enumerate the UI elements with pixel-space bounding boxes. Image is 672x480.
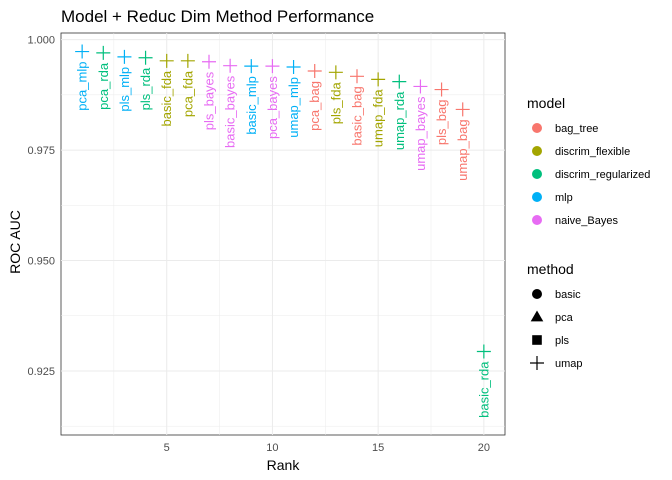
point-label-basic_bag: basic_bag [350,86,365,145]
point-label-umap_bag: umap_bag [455,119,470,180]
data-point-umap_bag [455,102,470,117]
y-tick-label: 1.000 [27,35,55,47]
legend-method-title: method [527,261,574,277]
point-label-pls_mlp: pls_mlp [117,67,132,112]
legend-key-discrim_regularized [532,169,542,179]
legend-key-basic [532,289,542,299]
data-point-pca_rda [96,45,111,60]
legend-key-discrim_flexible [532,146,542,156]
data-point-pls_rda [138,50,153,65]
x-tick-label: 15 [372,442,384,454]
x-axis-ticks: 5 10 15 20 [164,442,490,454]
data-point-basic_rda [476,344,491,359]
data-point-umap_mlp [286,60,301,75]
data-point-basic_bag [350,69,364,84]
legend-method: method basic pca pls umap [527,261,583,370]
data-point-pca_bayes [265,59,280,74]
y-axis-title: ROC AUC [7,210,23,274]
data-point-pca_mlp [75,44,90,59]
data-point-pca_bag [307,63,322,78]
x-axis-title: Rank [267,457,301,473]
point-label-pca_bayes: pca_bayes [265,76,280,139]
legend-model: model bag_tree discrim_flexible discrim_reg… [527,95,650,227]
legend-model-title: model [527,95,565,111]
grid-minor [61,33,505,435]
point-label-umap_rda: umap_rda [392,91,407,150]
data-point-pls_bayes [202,54,216,69]
legend-label-naive_Bayes: naive_Bayes [555,215,618,227]
point-label-pls_bag: pls_bag [434,100,449,146]
chart-title: Model + Reduc Dim Method Performance [61,7,374,26]
point-label-pca_rda: pca_rda [96,62,111,110]
point-label-pca_mlp: pca_mlp [75,62,90,111]
legend-key-bag_tree [532,123,542,133]
legend-key-pca [530,310,544,322]
y-axis-ticks: 0.925 0.950 0.975 1.000 [27,35,55,378]
data-point-pls_bag [434,82,449,97]
x-tick-label: 5 [164,442,170,454]
point-label-pls_rda: pls_rda [138,67,153,110]
y-tick-label: 0.950 [27,256,55,268]
y-tick-label: 0.925 [27,366,55,378]
legend-key-umap [530,356,544,370]
data-points [75,44,491,359]
data-point-basic_fda [159,53,174,68]
legend-label-bag_tree: bag_tree [555,123,598,135]
point-label-pca_bag: pca_bag [307,81,322,131]
legend-label-umap: umap [555,358,583,370]
point-labels: pca_mlp pca_rda pls_mlp pls_rda basic_fda pca… [75,62,492,418]
point-label-pca_fda: pca_fda [180,70,195,117]
point-label-basic_fda: basic_fda [159,70,174,126]
point-label-pls_fda: pls_fda [328,82,343,125]
legend-key-mlp [532,192,542,202]
data-point-pls_mlp [117,49,132,64]
legend-label-pls: pls [555,335,570,347]
legend-label-mlp: mlp [555,192,573,204]
legend-label-basic: basic [555,289,581,301]
x-tick-label: 20 [478,442,490,454]
data-point-umap_bayes [413,79,428,94]
legend-label-pca: pca [555,312,574,324]
legend-label-discrim_flexible: discrim_flexible [555,146,630,158]
point-label-umap_mlp: umap_mlp [286,77,301,138]
legend-label-discrim_regularized: discrim_regularized [555,169,650,181]
point-label-umap_fda: umap_fda [371,89,386,148]
data-point-basic_bayes [223,58,238,73]
data-point-basic_mlp [244,59,259,74]
point-label-umap_bayes: umap_bayes [413,96,428,171]
point-label-pls_bayes: pls_bayes [202,71,217,130]
data-point-umap_fda [371,72,386,87]
legend-key-naive_Bayes [532,215,542,225]
grid-major [61,33,505,435]
data-point-pls_fda [328,65,343,80]
x-tick-label: 10 [266,442,278,454]
point-label-basic_mlp: basic_mlp [244,76,259,135]
point-label-basic_bayes: basic_bayes [223,75,238,148]
data-point-umap_rda [392,74,407,89]
legend-key-pls [532,335,542,345]
point-label-basic_rda: basic_rda [476,361,491,418]
data-point-pca_fda [180,53,195,68]
y-tick-label: 0.975 [27,145,55,157]
